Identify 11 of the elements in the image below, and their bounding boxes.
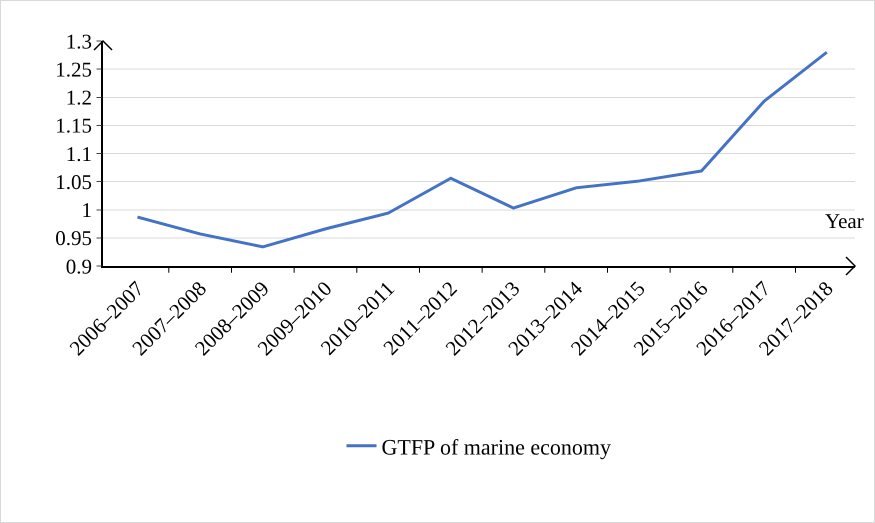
y-tick-label: 1: [82, 198, 92, 222]
y-tick-label: 1.05: [55, 170, 92, 194]
y-tick-label: 1.1: [66, 142, 92, 166]
y-tick-label: 0.9: [66, 254, 92, 278]
y-tick-label: 1.2: [66, 86, 92, 110]
y-tick-label: 1.3: [66, 29, 92, 54]
y-tick-label: 0.95: [55, 226, 92, 250]
x-axis-title: Year: [825, 209, 864, 233]
y-tick-label: 1.25: [55, 57, 92, 82]
y-tick-label: 1.15: [55, 114, 92, 138]
legend-label: GTFP of marine economy: [382, 434, 612, 460]
